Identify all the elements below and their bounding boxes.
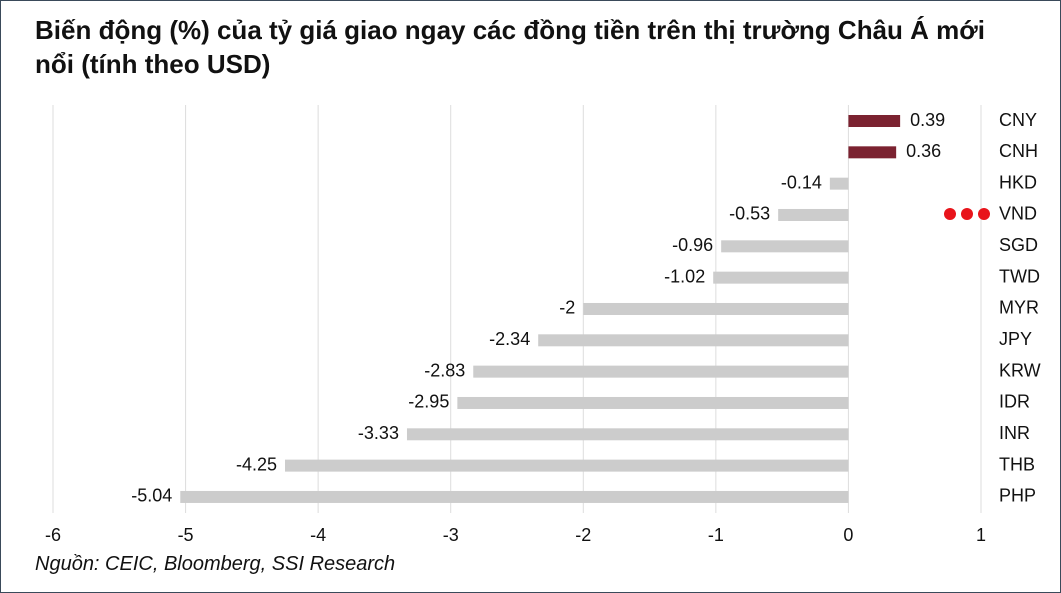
y-tick-label: CNY [999, 110, 1037, 130]
highlight-dot [978, 208, 990, 220]
value-label: 0.39 [910, 110, 945, 130]
y-tick-label: INR [999, 423, 1030, 443]
bar [406, 428, 849, 441]
x-tick-label: -4 [310, 525, 326, 545]
value-label: -1.02 [664, 266, 705, 286]
y-tick-label: IDR [999, 392, 1030, 412]
value-label: -2.83 [424, 360, 465, 380]
y-tick-label: KRW [999, 360, 1041, 380]
source-note: Nguồn: CEIC, Bloomberg, SSI Research [35, 553, 396, 575]
value-label: -2.95 [408, 392, 449, 412]
bar [778, 208, 849, 221]
bar [457, 396, 849, 409]
y-tick-label: HKD [999, 172, 1037, 192]
x-tick-label: -2 [575, 525, 591, 545]
x-tick-label: 1 [976, 525, 986, 545]
y-tick-label: MYR [999, 298, 1039, 318]
y-tick-label: THB [999, 454, 1035, 474]
bar [713, 271, 849, 284]
chart-title: Biến động (%) của tỷ giá giao ngay các đ… [35, 15, 985, 79]
value-label: -0.53 [729, 204, 770, 224]
y-tick-label: TWD [999, 266, 1040, 286]
value-label: -0.14 [781, 172, 822, 192]
y-tick-label: SGD [999, 235, 1038, 255]
bar [538, 334, 849, 347]
value-label: -2.34 [489, 329, 530, 349]
bar [180, 490, 849, 503]
value-label: -0.96 [672, 235, 713, 255]
y-tick-label: CNH [999, 141, 1038, 161]
x-tick-label: 0 [843, 525, 853, 545]
bar [829, 177, 849, 190]
x-tick-label: -6 [45, 525, 61, 545]
y-tick-label: VND [999, 204, 1037, 224]
y-tick-label: PHP [999, 486, 1036, 506]
value-label: 0.36 [906, 141, 941, 161]
bar [583, 302, 849, 315]
value-label: -5.04 [131, 486, 172, 506]
x-tick-label: -1 [708, 525, 724, 545]
x-tick-label: -5 [178, 525, 194, 545]
value-label: -3.33 [358, 423, 399, 443]
y-tick-label: JPY [999, 329, 1032, 349]
bar [473, 365, 849, 378]
highlight-dot [961, 208, 973, 220]
bar [721, 240, 849, 253]
highlight-dot [944, 208, 956, 220]
value-label: -2 [559, 298, 575, 318]
bar [848, 115, 901, 127]
x-tick-label: -3 [443, 525, 459, 545]
value-label: -4.25 [236, 454, 277, 474]
bar [285, 459, 849, 472]
bar [848, 146, 897, 159]
